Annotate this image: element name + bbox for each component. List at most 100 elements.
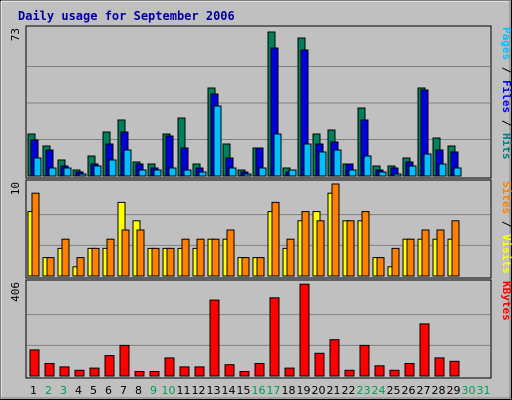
bar-kbytes-day-22 <box>344 369 355 377</box>
x-tick-label-day-28: 28 <box>432 384 446 397</box>
bar-kbytes-day-7 <box>119 344 130 377</box>
bar-pages-day-5 <box>93 165 102 177</box>
bar-sites-day-20 <box>316 220 325 277</box>
bar-pages-day-20 <box>318 151 327 177</box>
axis-max-label: 73 <box>9 28 22 41</box>
x-tick-label-day-19: 19 <box>297 384 311 397</box>
bar-kbytes-day-9 <box>149 371 160 377</box>
bar-kbytes-day-4 <box>74 369 85 377</box>
bar-pages-day-15 <box>243 173 252 177</box>
x-tick-label-day-20: 20 <box>312 384 326 397</box>
bar-sites-day-2 <box>46 257 55 277</box>
bar-sites-day-10 <box>166 247 175 277</box>
bar-pages-day-6 <box>108 159 117 177</box>
x-tick-label-day-10: 10 <box>162 384 176 397</box>
bar-kbytes-day-6 <box>104 355 115 377</box>
x-tick-label-day-2: 2 <box>45 384 52 397</box>
bar-sites-day-28 <box>436 229 445 277</box>
bar-kbytes-day-18 <box>284 367 295 377</box>
bar-kbytes-day-3 <box>59 366 70 377</box>
bar-sites-day-7 <box>121 229 130 277</box>
bar-kbytes-day-12 <box>194 366 205 377</box>
bar-kbytes-day-8 <box>134 371 145 377</box>
bar-kbytes-day-23 <box>359 344 370 377</box>
bar-sites-day-6 <box>106 238 115 277</box>
panel-pages-files-hits: 73 Pages / Files / Hits <box>9 25 512 179</box>
x-tick-label-day-26: 26 <box>402 384 416 397</box>
bar-sites-day-8 <box>136 229 145 277</box>
bar-pages-day-10 <box>168 167 177 177</box>
x-tick-label-day-14: 14 <box>222 384 236 397</box>
bar-kbytes-day-14 <box>224 364 235 377</box>
legend-part: / <box>500 113 512 133</box>
bar-pages-day-21 <box>333 149 342 177</box>
bar-pages-day-16 <box>258 167 267 177</box>
series-legend-label: Sites / Visits <box>500 181 512 274</box>
x-tick-label-day-7: 7 <box>120 384 127 397</box>
x-tick-label-day-8: 8 <box>135 384 142 397</box>
bar-kbytes-day-27 <box>419 323 430 377</box>
bar-sites-day-17 <box>271 201 280 277</box>
bar-pages-day-18 <box>288 169 297 177</box>
bar-sites-day-15 <box>241 257 250 277</box>
x-tick-label-day-18: 18 <box>282 384 296 397</box>
x-tick-label-day-13: 13 <box>207 384 221 397</box>
bar-sites-day-21 <box>331 183 340 277</box>
bar-kbytes-day-11 <box>179 366 190 377</box>
bar-kbytes-day-1 <box>29 349 40 377</box>
bar-pages-day-4 <box>78 173 87 177</box>
bar-kbytes-day-24 <box>374 365 385 377</box>
bar-pages-day-23 <box>363 155 372 177</box>
bar-kbytes-day-25 <box>389 369 400 377</box>
bar-pages-day-14 <box>228 167 237 177</box>
bar-sites-day-4 <box>76 257 85 277</box>
bar-sites-day-23 <box>361 211 370 277</box>
legend-part: / <box>500 60 512 80</box>
axis-max-label: 10 <box>9 182 22 195</box>
bar-kbytes-day-16 <box>254 363 265 377</box>
bar-pages-day-27 <box>423 153 432 177</box>
x-tick-label-day-9: 9 <box>150 384 157 397</box>
legend-part: / <box>500 214 512 234</box>
bar-sites-day-24 <box>376 257 385 277</box>
bar-kbytes-day-10 <box>164 357 175 377</box>
bar-pages-day-8 <box>138 169 147 177</box>
bar-pages-day-17 <box>273 133 282 177</box>
legend-part: Sites <box>500 181 512 214</box>
bar-pages-day-7 <box>123 149 132 177</box>
x-tick-label-day-3: 3 <box>60 384 67 397</box>
bar-sites-day-29 <box>451 220 460 277</box>
x-tick-label-day-21: 21 <box>327 384 341 397</box>
bar-pages-day-19 <box>303 143 312 177</box>
bar-pages-day-3 <box>63 167 72 177</box>
x-axis-labels: 1 2 3 4 5 6 7 8 9 10 11 12 13 14 15 16 17 18 19 20 21 22 23 24 2… <box>30 384 491 397</box>
legend-part: Pages <box>500 27 512 60</box>
x-tick-label-day-11: 11 <box>177 384 191 397</box>
x-tick-label-day-12: 12 <box>192 384 206 397</box>
bar-pages-day-1 <box>33 157 42 177</box>
bar-kbytes-day-21 <box>329 339 340 377</box>
bar-kbytes-day-5 <box>89 367 100 377</box>
x-tick-label-day-16: 16 <box>252 384 266 397</box>
x-tick-label-day-15: 15 <box>237 384 251 397</box>
bar-kbytes-day-2 <box>44 363 55 377</box>
bar-kbytes-day-19 <box>299 283 310 377</box>
bar-kbytes-day-15 <box>239 371 250 377</box>
x-tick-label-day-17: 17 <box>267 384 281 397</box>
x-tick-label-day-29: 29 <box>447 384 461 397</box>
bar-kbytes-day-28 <box>434 357 445 377</box>
legend-part: Visits <box>500 234 512 274</box>
bar-pages-day-25 <box>393 173 402 177</box>
bar-sites-day-25 <box>391 247 400 277</box>
legend-part: Hits <box>500 133 512 160</box>
x-tick-label-day-1: 1 <box>30 384 37 397</box>
bar-kbytes-day-20 <box>314 352 325 377</box>
bar-sites-day-26 <box>406 238 415 277</box>
bar-pages-day-26 <box>408 165 417 177</box>
chart-panels: 73 Pages / Files / Hits 10 Sites / Visits 40… <box>9 25 512 379</box>
bar-pages-day-9 <box>153 169 162 177</box>
bar-sites-day-14 <box>226 229 235 277</box>
legend-part: Files <box>500 80 512 113</box>
bar-sites-day-19 <box>301 211 310 277</box>
